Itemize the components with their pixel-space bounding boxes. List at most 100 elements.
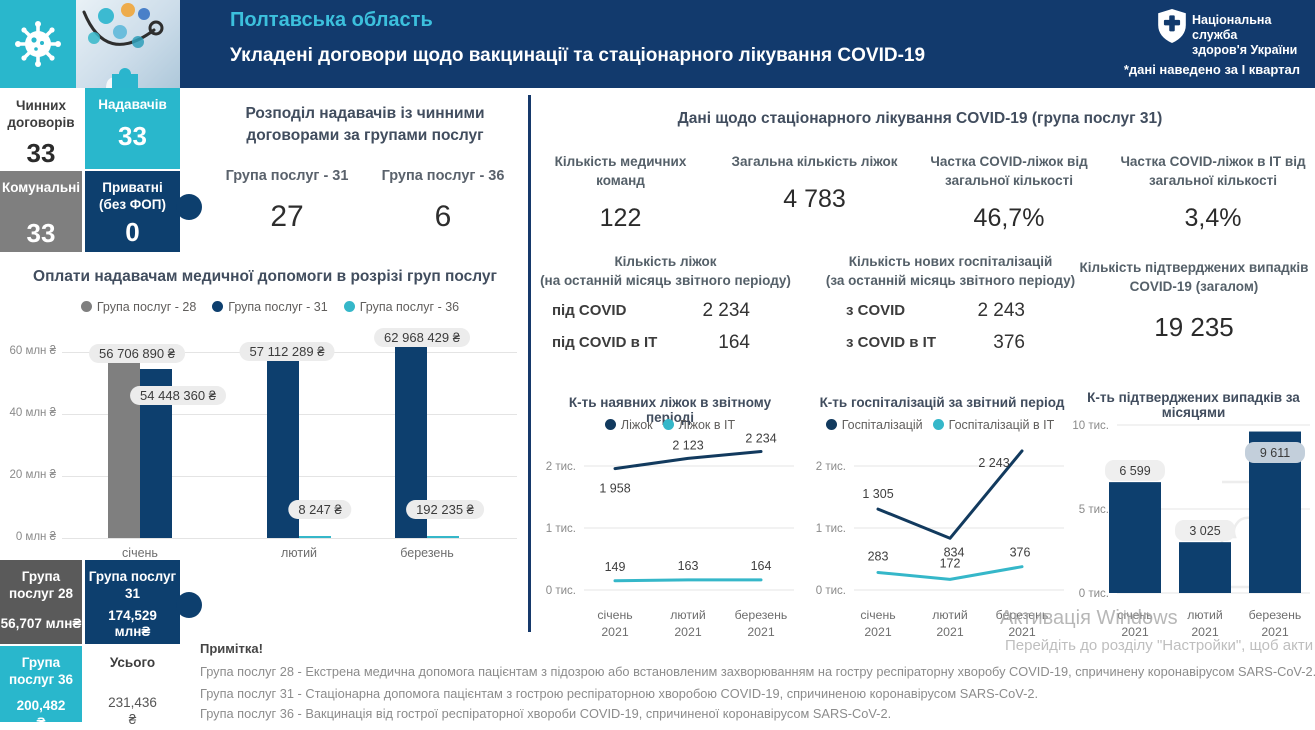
svg-text:5 тис.: 5 тис. — [1079, 504, 1109, 516]
stat-label: Частка COVID-ліжок в ІТ від загальної кі… — [1120, 154, 1306, 188]
puzzle-tab — [176, 592, 202, 618]
card-label: Усього — [109, 655, 156, 670]
beds-title-line2: (на останній місяць звітного періоду) — [540, 273, 791, 288]
card-label: Надавачів — [98, 97, 167, 112]
distribution-group36-label: Група послуг - 36 — [381, 168, 505, 184]
distribution-title: Розподіл надавачів із чинними договорами… — [245, 105, 485, 144]
beds-covid-value: 2 234 — [702, 300, 750, 321]
distribution-group36-value: 6 — [434, 200, 452, 233]
svg-text:9 611: 9 611 — [1260, 446, 1290, 460]
card-total-g28[interactable]: Група послуг 28 56,707 млн₴ — [0, 560, 82, 644]
svg-text:6 599: 6 599 — [1119, 464, 1150, 478]
svg-text:2021: 2021 — [936, 625, 964, 639]
card-value: 33 — [26, 138, 56, 168]
card-value: 56,707 млн₴ — [0, 616, 82, 631]
legend-label: Ліжок в ІТ — [678, 418, 736, 432]
bar-value-label: 56 706 890 ₴ — [89, 344, 185, 363]
note-line-3: Група послуг 36 - Вакцинація від гострої… — [200, 706, 892, 721]
y-axis-tick: 0 млн ₴ — [15, 531, 56, 543]
svg-text:січень: січень — [597, 608, 632, 622]
svg-text:2 123: 2 123 — [672, 438, 703, 452]
svg-text:2021: 2021 — [601, 625, 629, 639]
svg-text:лютий: лютий — [932, 608, 968, 622]
card-total-g31[interactable]: Група послуг 31 174,529 млн₴ — [85, 560, 180, 644]
note-line-1: Група послуг 28 - Екстрена медична допом… — [200, 664, 1315, 679]
card-private[interactable]: Приватні (без ФОП) 0 — [85, 171, 180, 252]
stat-value: 122 — [599, 204, 642, 232]
beds-line-chart-title: К-ть наявних ліжок в звітному періоді — [568, 395, 772, 425]
y-axis-tick: 40 млн ₴ — [9, 407, 56, 419]
payments-bar-chart[interactable]: 60 млн ₴ 40 млн ₴ 20 млн ₴ 0 млн ₴ 56 706 89… — [0, 325, 525, 560]
legend-dot — [932, 419, 944, 430]
card-total-g36[interactable]: Група послуг 36 200,482 ₴ — [0, 646, 82, 730]
svg-text:2 243: 2 243 — [978, 456, 1009, 470]
card-active-contracts[interactable]: Чинних договорів 33 — [0, 88, 82, 169]
svg-text:2021: 2021 — [747, 625, 775, 639]
stat-total-beds: Загальна кількість ліжок 4 783 — [722, 152, 907, 214]
svg-text:0 тис.: 0 тис. — [1079, 588, 1109, 600]
stat-covid-icu-beds-share: Частка COVID-ліжок в ІТ від загальної кі… — [1118, 152, 1308, 233]
legend-dot — [825, 419, 837, 430]
payments-chart-title: Оплати надавачам медичної допомоги в роз… — [33, 268, 497, 285]
svg-text:березень: березень — [996, 608, 1049, 622]
hosp-covid-icu-value: 376 — [993, 332, 1025, 353]
org-name: Національна служба здоров'я України — [1192, 13, 1315, 58]
card-label: Група послуг 36 — [8, 655, 74, 687]
svg-text:1 тис.: 1 тис. — [546, 523, 576, 535]
legend-dot-cyan — [343, 301, 355, 312]
header-bar — [0, 0, 1315, 88]
payment-bar[interactable] — [427, 536, 459, 538]
card-total-all[interactable]: Усього 231,436 ₴ — [85, 646, 180, 727]
note-line-2: Група послуг 31 - Стаціонарна допомога п… — [200, 686, 1039, 701]
svg-text:2021: 2021 — [674, 625, 702, 639]
beds-covid-icu-value: 164 — [718, 332, 750, 353]
confirmed-bar-chart[interactable]: 0 тис. 5 тис. 10 тис. 6 599 3 025 9 611 січень… — [1072, 420, 1315, 655]
stat-covid-beds-share: Частка COVID-ліжок від загальної кількос… — [903, 152, 1115, 233]
card-value-suffix: ₴ — [128, 712, 137, 727]
card-label: Чинних договорів — [7, 98, 75, 130]
svg-text:0 тис.: 0 тис. — [546, 585, 576, 597]
svg-text:3 025: 3 025 — [1189, 524, 1220, 538]
card-label: Група послуг 28 — [8, 569, 74, 601]
card-value: 0 — [125, 217, 140, 247]
legend-dot — [604, 419, 616, 430]
card-municipal[interactable]: Комунальні 33 — [0, 171, 82, 252]
hosp-line-chart-title: К-ть госпіталізацій за звітний період — [819, 395, 1065, 410]
svg-text:2 тис.: 2 тис. — [546, 461, 576, 473]
legend-dot-navy — [212, 301, 224, 312]
svg-text:лютий: лютий — [1187, 608, 1223, 622]
card-label: Група послуг 31 — [88, 569, 177, 601]
stat-label: Кількість медичних команд — [554, 154, 687, 188]
svg-text:834: 834 — [944, 545, 965, 559]
header-photo — [76, 0, 180, 88]
svg-text:164: 164 — [751, 559, 772, 573]
bar-value-label: 57 112 289 ₴ — [239, 342, 335, 361]
puzzle-tab — [176, 194, 202, 220]
y-axis-tick: 60 млн ₴ — [9, 345, 56, 357]
stat-label: Загальна кількість ліжок — [731, 154, 898, 169]
legend-item: Група послуг - 36 — [343, 300, 459, 314]
hosp-covid-value: 2 243 — [977, 300, 1025, 321]
svg-text:1 тис.: 1 тис. — [816, 523, 846, 535]
hosp-title-line1: Кількість нових госпіталізацій — [848, 254, 1053, 269]
x-axis-label: лютий — [280, 546, 318, 560]
card-providers[interactable]: Надавачів 33 — [85, 88, 180, 169]
payment-bar[interactable] — [299, 536, 331, 538]
hosp-title-line2: (за останній місяць звітного періоду) — [825, 273, 1076, 288]
svg-text:0 тис.: 0 тис. — [816, 585, 846, 597]
section-divider — [528, 95, 531, 632]
beds-line-chart[interactable]: 0 тис. 1 тис. 2 тис. 1 958 2 123 2 234 149 163 1… — [538, 430, 803, 645]
windows-activation-watermark-line2: Перейдіть до розділу "Настройки", щоб ак… — [1005, 637, 1314, 654]
hosp-line-chart[interactable]: 0 тис. 1 тис. 2 тис. 1 305 834 2 243 283 172 376… — [808, 430, 1073, 645]
svg-text:163: 163 — [678, 559, 699, 573]
legend-item: Ліжок в ІТ — [662, 418, 736, 432]
svg-text:2 тис.: 2 тис. — [816, 461, 846, 473]
legend-label: Група послуг - 31 — [228, 300, 328, 314]
card-label: Комунальні — [1, 180, 81, 195]
legend-item: Ліжок — [604, 418, 653, 432]
beds-covid-label: під COVID — [552, 302, 627, 319]
card-value: 33 — [26, 218, 56, 248]
bar-value-label: 8 247 ₴ — [288, 500, 352, 519]
svg-text:376: 376 — [1010, 546, 1031, 560]
beds-block-title: Кількість ліжок (на останній місяць звіт… — [538, 252, 793, 290]
